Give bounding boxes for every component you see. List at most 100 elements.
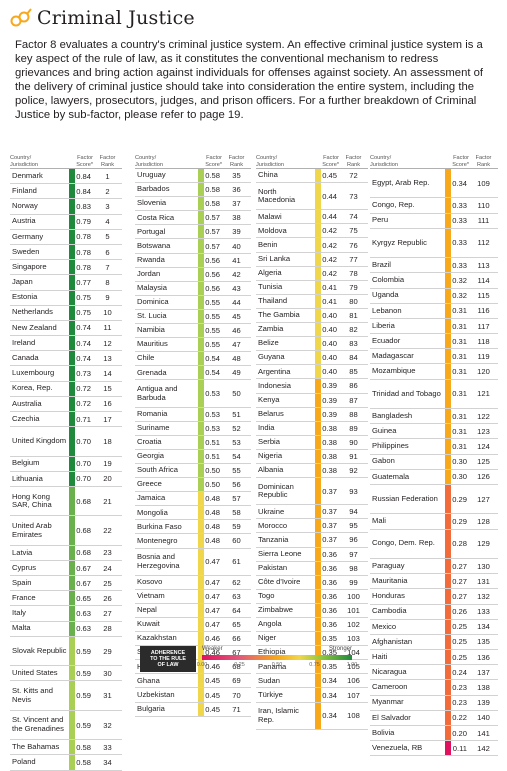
table-row: Finland 0.84 2 [10,184,122,200]
table-row: North Macedonia 0.44 73 [256,183,368,211]
factor-rank: 80 [349,296,358,306]
country-name: Jordan [137,268,161,278]
country-name: Suriname [137,422,170,432]
factor-score: 0.58 [69,755,93,770]
factor-score: 0.36 [315,618,339,632]
factor-rank: 142 [477,743,490,753]
factor-rank: 23 [103,548,112,558]
table-row: New Zealand 0.74 11 [10,320,122,337]
factor-score: 0.29 [445,484,469,514]
score-header: Factor Score* [452,155,469,168]
factor-rank: 71 [232,704,241,714]
table-row: Norway 0.83 3 [10,199,122,215]
factor-rank: 93 [349,486,358,496]
factor-rank: 37 [232,199,241,209]
table-row: Albania 0.38 92 [256,463,368,479]
country-name: Congo, Rep. [372,200,415,210]
factor-score: 0.45 [198,674,222,688]
table-row: Lebanon 0.31 116 [370,303,498,319]
column-header: Country/ Jurisdiction Factor Score* Factor… [370,146,498,169]
table-row: Guinea 0.31 123 [370,424,498,440]
factor-score: 0.25 [445,650,469,665]
factor-rank: 106 [347,676,360,686]
table-row: Benin 0.42 76 [256,238,368,253]
table-row: Ukraine 0.37 94 [256,505,368,520]
factor-score: 0.45 [198,702,222,716]
country-name: Iran, Islamic Rep. [258,706,299,724]
table-row: Mozambique 0.31 120 [370,364,498,380]
table-row: Antigua and Barbuda 0.53 50 [135,380,251,408]
factor-score: 0.68 [69,516,93,545]
factor-rank: 126 [477,472,490,482]
country-name: Moldova [258,225,287,235]
factor-score: 0.74 [69,320,93,336]
factor-score: 0.55 [198,338,222,352]
intro-paragraph: Factor 8 evaluates a country's criminal … [15,39,484,122]
factor-score: 0.27 [445,558,469,574]
factor-score: 0.58 [198,169,222,183]
table-row: Malawi 0.44 74 [256,210,368,225]
factor-score: 0.41 [315,294,339,308]
country-name: Finland [12,185,37,195]
factor-score: 0.67 [69,576,93,591]
country-name: Trinidad and Tobago [372,388,441,398]
country-name: Haiti [372,651,388,661]
factor-rank: 97 [349,549,358,559]
country-name: Malaysia [137,283,167,292]
country-name: Korea, Rep. [12,383,53,393]
factor-score: 0.38 [315,421,339,435]
factor-rank: 11 [103,323,112,333]
factor-rank: 32 [103,720,112,730]
factor-rank: 139 [477,698,490,708]
country-name: Georgia [137,451,165,461]
factor-score: 0.65 [69,591,93,606]
table-row: Sudan 0.34 106 [256,674,368,689]
country-name: Lebanon [372,305,402,315]
table-row: Suriname 0.53 52 [135,421,251,436]
factor-rank: 105 [347,662,360,672]
country-name: Romania [137,408,168,418]
factor-score: 0.35 [315,660,339,674]
factor-score: 0.31 [445,349,469,364]
factor-score: 0.31 [445,318,469,334]
country-name: Guyana [258,352,285,362]
factor-rank: 7 [105,262,110,272]
country-name: Peru [372,215,389,225]
country-name: Philippines [372,441,409,451]
table-row: United States 0.59 30 [10,666,122,682]
table-row: Nigeria 0.38 91 [256,449,368,464]
rankings-column-1: Country/ Jurisdiction Factor Score* Factor… [10,146,122,771]
rankings-column-2: Country/ Jurisdiction Factor Score* Factor… [135,146,251,717]
factor-rank: 21 [103,496,112,506]
table-row: Trinidad and Tobago 0.31 121 [370,379,498,410]
factor-score: 0.11 [445,741,469,756]
factor-rank: 9 [105,293,110,303]
factor-rank: 135 [477,637,490,647]
country-name: Malta [12,623,31,633]
country-name: Honduras [372,591,405,601]
table-row: Nicaragua 0.24 137 [370,665,498,681]
legend-stronger-label: Stronger [328,646,352,652]
factor-rank: 5 [105,232,110,242]
factor-rank: 113 [477,260,490,270]
factor-score: 0.33 [445,198,469,213]
country-name: Mauritius [137,339,168,349]
factor-rank: 128 [477,516,490,526]
country-name: Malawi [258,211,282,221]
country-name: Ecuador [372,335,401,345]
factor-rank: 31 [103,691,112,701]
country-name: Sri Lanka [258,253,291,263]
table-row: Liberia 0.31 117 [370,318,498,335]
factor-rank: 73 [349,191,358,201]
table-row: Georgia 0.51 54 [135,449,251,464]
table-row: Haiti 0.25 136 [370,650,498,666]
factor-score: 0.27 [445,574,469,589]
table-row: Australia 0.72 16 [10,396,122,412]
country-name: Kuwait [137,619,160,629]
factor-score: 0.25 [445,634,469,650]
table-row: Côte d'Ivoire 0.36 99 [256,575,368,590]
factor-rank: 13 [103,353,112,363]
factor-score: 0.70 [69,427,93,456]
table-row: Bosnia and Herzegovina 0.47 61 [135,548,251,576]
table-row: Moldova 0.42 75 [256,224,368,239]
